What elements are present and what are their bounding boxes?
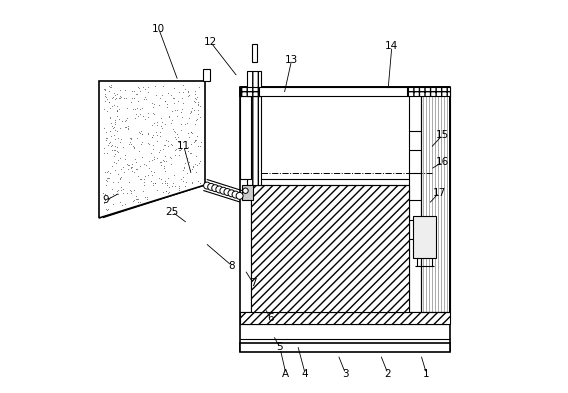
Bar <box>413 216 436 258</box>
Bar <box>248 72 261 96</box>
Bar <box>240 87 259 96</box>
Text: 1: 1 <box>423 369 430 379</box>
Polygon shape <box>251 185 409 312</box>
Circle shape <box>208 184 215 190</box>
Circle shape <box>236 193 243 199</box>
Circle shape <box>243 188 248 193</box>
Bar <box>248 96 261 185</box>
Text: 25: 25 <box>166 207 179 217</box>
Bar <box>240 343 450 353</box>
Text: 8: 8 <box>229 261 235 271</box>
Bar <box>259 87 407 96</box>
Text: 12: 12 <box>204 37 218 48</box>
Text: 10: 10 <box>152 24 165 34</box>
Text: 11: 11 <box>177 141 190 151</box>
Bar <box>240 87 450 96</box>
Circle shape <box>228 190 235 197</box>
Circle shape <box>224 189 231 195</box>
Text: 13: 13 <box>285 55 298 65</box>
Text: 7: 7 <box>250 278 257 288</box>
Text: 15: 15 <box>436 130 449 140</box>
Bar <box>241 185 253 200</box>
Text: 2: 2 <box>385 369 391 379</box>
Text: A: A <box>282 369 290 379</box>
Text: 4: 4 <box>302 369 308 379</box>
Text: 9: 9 <box>103 195 110 206</box>
Text: 17: 17 <box>433 187 446 198</box>
Bar <box>407 87 450 96</box>
Text: 6: 6 <box>267 313 274 323</box>
Text: 16: 16 <box>436 157 449 167</box>
Bar <box>252 44 257 62</box>
Circle shape <box>232 191 239 198</box>
Text: 3: 3 <box>343 369 349 379</box>
Circle shape <box>212 185 219 192</box>
Text: 5: 5 <box>276 342 283 352</box>
Polygon shape <box>99 81 205 218</box>
Bar <box>240 96 251 179</box>
Polygon shape <box>240 312 450 323</box>
Bar <box>421 87 450 312</box>
Bar <box>203 70 210 81</box>
Circle shape <box>216 186 223 193</box>
Circle shape <box>203 182 211 189</box>
Text: 14: 14 <box>385 41 399 51</box>
Circle shape <box>220 187 227 194</box>
